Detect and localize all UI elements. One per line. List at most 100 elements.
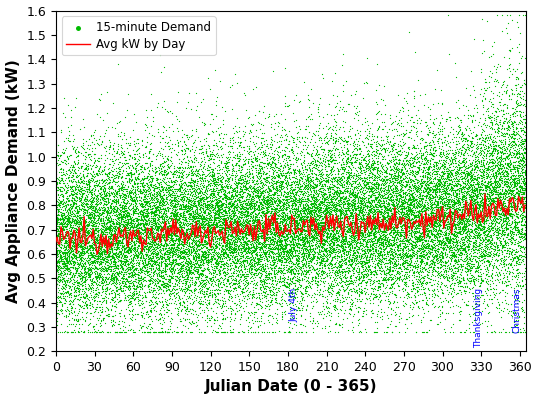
15-minute Demand	[364, 196, 372, 202]
15-minute Demand	[111, 328, 119, 335]
15-minute Demand	[499, 213, 508, 219]
15-minute Demand	[346, 189, 355, 196]
15-minute Demand	[379, 240, 388, 247]
15-minute Demand	[437, 210, 445, 216]
15-minute Demand	[232, 207, 241, 214]
15-minute Demand	[455, 238, 464, 244]
15-minute Demand	[337, 235, 346, 242]
15-minute Demand	[449, 209, 457, 215]
15-minute Demand	[405, 206, 413, 212]
15-minute Demand	[491, 77, 500, 84]
15-minute Demand	[444, 176, 453, 182]
15-minute Demand	[465, 240, 473, 246]
15-minute Demand	[107, 218, 116, 224]
15-minute Demand	[301, 245, 309, 251]
15-minute Demand	[299, 235, 307, 241]
15-minute Demand	[289, 216, 298, 223]
15-minute Demand	[515, 154, 523, 160]
15-minute Demand	[385, 200, 393, 206]
15-minute Demand	[72, 267, 81, 273]
15-minute Demand	[379, 246, 387, 252]
15-minute Demand	[417, 249, 426, 256]
15-minute Demand	[121, 240, 130, 247]
15-minute Demand	[63, 212, 72, 218]
15-minute Demand	[509, 235, 518, 242]
15-minute Demand	[476, 294, 484, 300]
15-minute Demand	[173, 218, 182, 224]
15-minute Demand	[412, 176, 421, 182]
15-minute Demand	[495, 190, 504, 196]
15-minute Demand	[373, 194, 381, 201]
15-minute Demand	[127, 174, 136, 180]
15-minute Demand	[249, 237, 258, 243]
15-minute Demand	[257, 270, 265, 276]
15-minute Demand	[402, 199, 411, 206]
15-minute Demand	[165, 246, 174, 253]
15-minute Demand	[260, 243, 269, 249]
15-minute Demand	[498, 201, 506, 207]
15-minute Demand	[167, 194, 176, 200]
15-minute Demand	[265, 224, 274, 231]
15-minute Demand	[331, 188, 339, 194]
15-minute Demand	[71, 202, 80, 209]
15-minute Demand	[367, 202, 376, 208]
15-minute Demand	[181, 235, 189, 241]
15-minute Demand	[245, 232, 253, 238]
15-minute Demand	[429, 166, 437, 172]
15-minute Demand	[286, 255, 295, 262]
15-minute Demand	[435, 208, 443, 214]
15-minute Demand	[86, 162, 94, 168]
15-minute Demand	[100, 233, 109, 240]
15-minute Demand	[176, 215, 185, 222]
15-minute Demand	[84, 270, 93, 276]
15-minute Demand	[54, 228, 62, 234]
15-minute Demand	[123, 234, 131, 240]
15-minute Demand	[88, 285, 97, 291]
15-minute Demand	[452, 191, 461, 198]
15-minute Demand	[274, 278, 283, 284]
15-minute Demand	[408, 194, 416, 200]
15-minute Demand	[65, 285, 74, 291]
15-minute Demand	[293, 133, 301, 140]
15-minute Demand	[114, 236, 123, 243]
15-minute Demand	[394, 168, 402, 175]
15-minute Demand	[153, 251, 161, 257]
15-minute Demand	[404, 220, 412, 226]
15-minute Demand	[313, 223, 321, 229]
15-minute Demand	[232, 202, 241, 208]
15-minute Demand	[487, 266, 496, 273]
15-minute Demand	[214, 254, 223, 260]
15-minute Demand	[432, 130, 441, 137]
15-minute Demand	[206, 243, 214, 249]
15-minute Demand	[300, 227, 309, 233]
15-minute Demand	[94, 253, 103, 260]
15-minute Demand	[251, 280, 260, 286]
15-minute Demand	[455, 149, 464, 156]
15-minute Demand	[157, 252, 165, 259]
15-minute Demand	[279, 266, 288, 272]
15-minute Demand	[400, 234, 409, 241]
15-minute Demand	[291, 266, 299, 272]
15-minute Demand	[350, 229, 358, 236]
15-minute Demand	[332, 288, 341, 295]
15-minute Demand	[297, 293, 306, 300]
15-minute Demand	[324, 149, 332, 156]
15-minute Demand	[260, 229, 268, 236]
15-minute Demand	[103, 210, 111, 217]
15-minute Demand	[313, 211, 322, 218]
15-minute Demand	[398, 164, 407, 170]
15-minute Demand	[222, 252, 231, 259]
15-minute Demand	[53, 216, 61, 223]
15-minute Demand	[82, 301, 90, 307]
15-minute Demand	[429, 218, 438, 224]
15-minute Demand	[302, 267, 310, 273]
15-minute Demand	[489, 289, 497, 296]
15-minute Demand	[357, 270, 366, 276]
15-minute Demand	[436, 164, 445, 171]
15-minute Demand	[112, 216, 121, 223]
15-minute Demand	[70, 186, 79, 192]
15-minute Demand	[172, 257, 181, 263]
15-minute Demand	[178, 230, 187, 237]
15-minute Demand	[415, 213, 423, 219]
15-minute Demand	[396, 147, 405, 154]
